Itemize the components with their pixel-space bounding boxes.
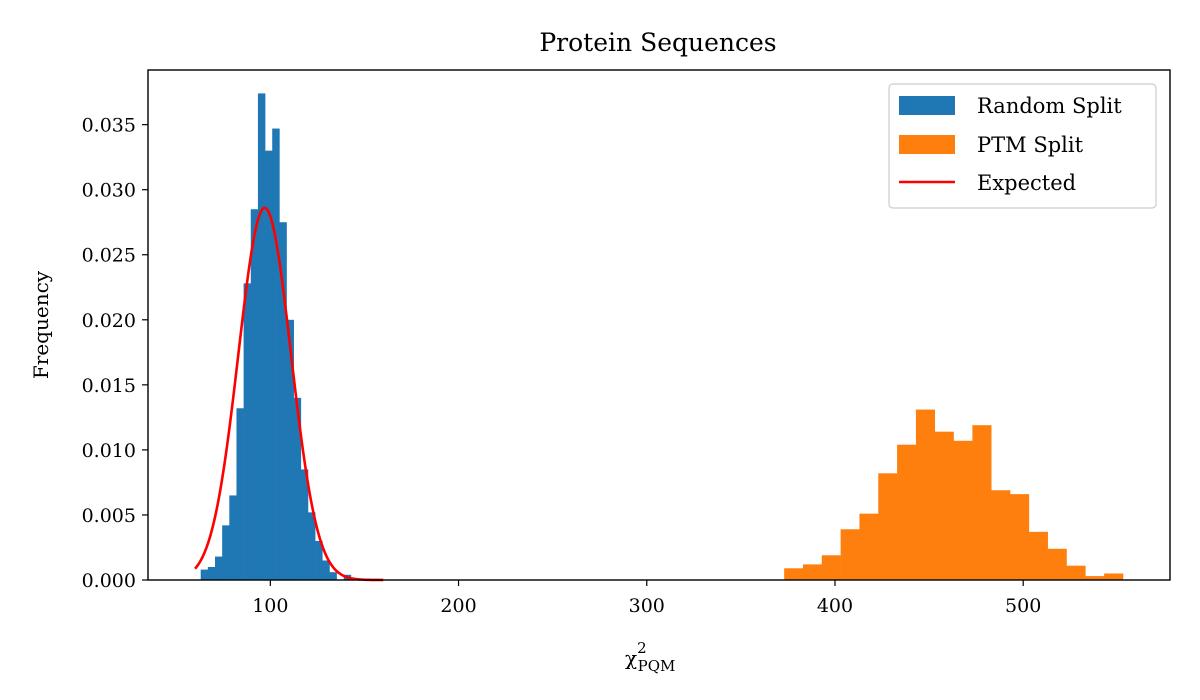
ptm-split-bar [840,529,860,580]
random-split-bar [293,397,302,580]
random-split-bar [272,128,280,581]
x-axis-label: χ2 PQM [625,639,675,675]
ptm-split-bar [915,409,936,580]
random-split-bar [222,525,230,580]
random-split-bar [243,283,252,580]
random-split-bar [200,569,209,580]
random-split-bar [286,319,294,580]
random-split-bar [279,222,287,580]
ptm-split-bar [859,513,879,580]
x-tick-label: 100 [252,595,288,617]
y-tick-label: 0.025 [82,245,136,267]
random-split-bar [236,408,244,580]
random-split-bar [257,93,266,581]
random-split-bar [215,556,223,580]
x-axis-label-symbol: χ [625,646,637,670]
random-split-bar [300,469,309,580]
x-tick-label: 400 [817,595,853,617]
axes-frame [147,69,1171,581]
x-axis: 100 200 300 400 500 [252,580,1041,617]
ptm-split-bar [934,431,954,580]
ptm-split-bar [1104,573,1124,580]
legend-box [888,83,1157,209]
ptm-split-bars [784,409,1124,580]
random-split-bar [315,540,323,580]
ptm-split-bar [1028,531,1048,580]
x-axis-label-subscript: PQM [638,657,676,675]
legend: Random Split PTM Split Expected [888,83,1157,209]
y-axis-label: Frequency [29,270,53,379]
x-tick-label: 500 [1005,595,1041,617]
y-tick-label: 0.005 [82,505,136,527]
ptm-split-bar [784,568,804,580]
legend-swatch-ptm-split [899,135,955,154]
x-tick-label: 200 [440,595,476,617]
y-axis: 0.000 0.005 0.010 0.015 0.020 0.025 0.030 0.035 [82,115,148,592]
ptm-split-bar [802,564,823,580]
y-tick-label: 0.020 [82,310,136,332]
ptm-split-bar [878,473,898,580]
y-tick-label: 0.030 [82,180,136,202]
random-split-bar [265,150,273,580]
y-tick-label: 0.035 [82,115,136,137]
legend-swatch-random-split [899,96,955,115]
random-split-bar [329,572,337,580]
ptm-split-bar [1047,548,1067,580]
ptm-split-bar [1085,576,1105,580]
x-tick-label: 300 [629,595,665,617]
legend-label-ptm-split: PTM Split [977,133,1084,157]
random-split-bar [322,560,330,580]
random-split-bar [207,566,216,580]
ptm-split-bar [953,440,973,580]
legend-label-expected: Expected [977,171,1076,195]
ptm-split-bar [991,490,1011,580]
x-axis-label-superscript: 2 [637,639,647,657]
ptm-split-bar [821,555,841,580]
ptm-split-bar [897,444,917,580]
random-split-bar [250,209,259,580]
legend-label-random-split: Random Split [977,94,1122,118]
y-tick-label: 0.000 [82,570,136,592]
y-tick-label: 0.010 [82,440,136,462]
plot-area [194,93,1124,582]
y-tick-label: 0.015 [82,375,136,397]
ptm-split-bar [1010,494,1030,580]
random-split-bar [229,495,237,580]
ptm-split-bar [1066,565,1086,580]
ptm-split-bar [972,425,992,580]
random-split-bar [307,512,316,580]
random-split-bars [200,93,352,581]
expected-curve [194,206,384,582]
chart-title: Protein Sequences [539,28,776,57]
